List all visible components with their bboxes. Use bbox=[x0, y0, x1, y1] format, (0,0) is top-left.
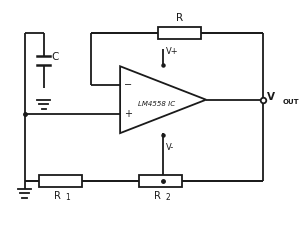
Polygon shape bbox=[120, 66, 206, 133]
Text: V-: V- bbox=[166, 143, 174, 152]
Text: OUT: OUT bbox=[283, 99, 299, 105]
Text: C: C bbox=[51, 52, 59, 62]
Text: +: + bbox=[124, 109, 132, 119]
Text: 2: 2 bbox=[166, 193, 171, 202]
Bar bbox=[158, 27, 201, 38]
Text: V: V bbox=[267, 92, 275, 102]
Text: −: − bbox=[124, 80, 132, 90]
Text: LM4558 IC: LM4558 IC bbox=[138, 101, 175, 107]
Bar bbox=[139, 175, 182, 187]
Bar bbox=[39, 175, 82, 187]
Text: R: R bbox=[154, 191, 161, 201]
Text: R: R bbox=[176, 13, 183, 23]
Text: R: R bbox=[54, 191, 61, 201]
Text: V+: V+ bbox=[166, 47, 178, 56]
Text: 1: 1 bbox=[66, 193, 70, 202]
